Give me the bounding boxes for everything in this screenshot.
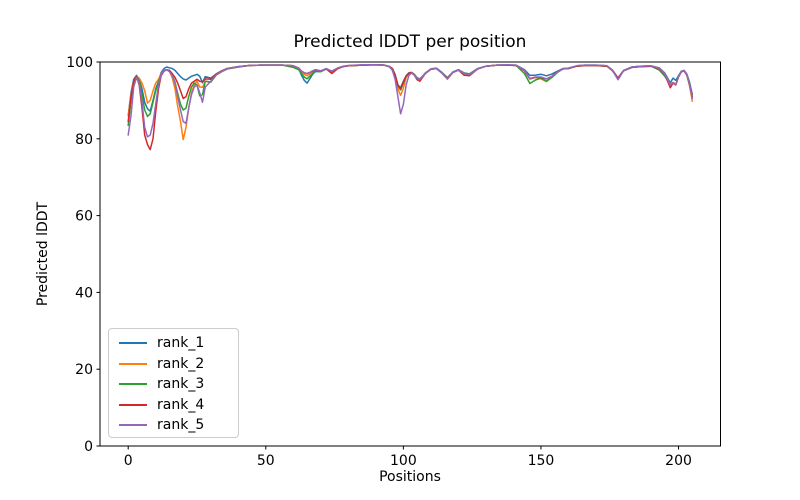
legend-label: rank_2 [157, 355, 205, 372]
legend-line-swatch-rank-5 [119, 424, 147, 427]
legend-item: rank_2 [119, 354, 238, 375]
series-line-rank_4 [127, 63, 694, 151]
y-axis-label: Predicted lDDT [35, 201, 51, 306]
plot-area: 0 50 100 150 200 0 20 40 60 80 100 [66, 55, 721, 469]
legend-line-swatch-rank-4 [119, 403, 147, 406]
y-tick-label: 80 [75, 132, 93, 148]
legend-line-swatch-rank-3 [119, 383, 147, 386]
legend-label: rank_4 [157, 396, 205, 413]
legend-label: rank_5 [157, 417, 205, 434]
x-tick-label: 150 [528, 453, 555, 469]
y-tick-label: 20 [75, 362, 93, 378]
legend: rank_1 rank_2 rank_3 rank_4 rank_5 [108, 328, 239, 438]
series-line-rank_5 [127, 63, 694, 138]
legend-item: rank_1 [119, 333, 238, 354]
y-tick-label: 40 [75, 285, 93, 301]
x-tick-label: 0 [124, 453, 133, 469]
x-tick-label: 100 [390, 453, 417, 469]
legend-item: rank_4 [119, 395, 238, 416]
x-tick-label: 50 [257, 453, 275, 469]
legend-label: rank_3 [157, 376, 205, 393]
legend-item: rank_5 [119, 415, 238, 436]
legend-item: rank_3 [119, 374, 238, 395]
legend-label: rank_1 [157, 335, 205, 352]
axes-spines [99, 61, 721, 447]
chart-title: Predicted lDDT per position [294, 32, 527, 52]
legend-line-swatch-rank-2 [119, 362, 147, 365]
y-tick-label: 0 [84, 439, 93, 455]
y-tick-label: 100 [66, 55, 93, 71]
x-tick-label: 200 [665, 453, 692, 469]
x-axis-label: Positions [379, 469, 441, 485]
y-tick-label: 60 [75, 209, 93, 225]
legend-line-swatch-rank-1 [119, 342, 147, 345]
